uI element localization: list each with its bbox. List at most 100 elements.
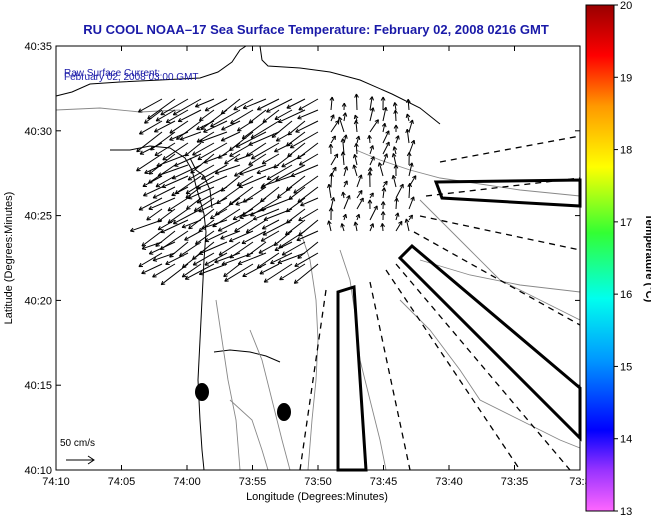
current-vector (256, 252, 280, 269)
current-vector (391, 174, 397, 188)
current-vector (353, 221, 359, 232)
current-vector (295, 120, 319, 133)
current-vector (198, 109, 215, 122)
colorbar-ticks: 20 19 18 17 16 15 14 13 (614, 0, 632, 518)
current-vector (279, 263, 306, 281)
current-vector (138, 252, 163, 268)
current-vector (146, 208, 163, 221)
current-vector (404, 218, 410, 232)
current-vector (340, 138, 346, 155)
current-vector (245, 219, 267, 234)
shore-detail (213, 349, 281, 363)
current-vector (184, 263, 215, 280)
current-vector (352, 164, 358, 177)
current-vector (408, 162, 414, 177)
current-vector (198, 219, 215, 233)
current-vector (380, 223, 385, 232)
current-vector (141, 241, 163, 250)
current-vector (165, 109, 189, 123)
current-vector (245, 142, 267, 157)
current-vector (184, 230, 202, 241)
current-vector (138, 197, 163, 211)
current-vector (277, 252, 306, 265)
current-vector (193, 197, 215, 212)
current-vector (382, 180, 388, 188)
current-vector (224, 153, 241, 165)
current-vector (393, 164, 399, 177)
current-vector (256, 98, 280, 111)
current-vector (200, 164, 228, 180)
current-vector (369, 145, 375, 155)
current-vector (160, 219, 189, 234)
x-tick-label: 73:50 (304, 476, 332, 488)
current-vector (239, 164, 267, 176)
x-tick-label: 74:10 (42, 476, 70, 488)
current-vector (353, 120, 359, 133)
current-vector (234, 219, 254, 233)
current-vector (382, 130, 390, 144)
current-vector (150, 131, 176, 151)
traffic-lane-boundary (413, 231, 581, 326)
shipping-channels (195, 135, 582, 472)
current-vector (179, 131, 202, 141)
colorbar-tick-label: 20 (620, 0, 632, 12)
current-vector (274, 241, 293, 252)
current-vector (395, 220, 403, 232)
current-vector (287, 142, 306, 158)
y-tick-label: 40:10 (24, 465, 52, 477)
current-vector (287, 120, 306, 136)
current-vector (155, 175, 176, 188)
current-vector (229, 131, 254, 151)
current-vector (152, 263, 176, 278)
current-vector (405, 113, 411, 122)
current-vector (382, 141, 390, 155)
current-vector (169, 241, 189, 258)
current-vector (340, 223, 345, 232)
current-vectors (129, 93, 417, 286)
current-vector (217, 219, 241, 232)
colorbar-tick-label: 16 (620, 289, 632, 301)
annotation-current-date: February 02, 2008 03:00 GMT (64, 72, 199, 83)
depth-contour (249, 329, 291, 471)
current-vector (143, 186, 163, 197)
current-vector (271, 120, 293, 138)
current-vector (188, 208, 215, 230)
current-vector (367, 135, 372, 144)
current-vector (329, 96, 335, 111)
chart-title: RU COOL NOAA–17 Sea Surface Temperature:… (83, 22, 549, 37)
current-vector (194, 98, 215, 108)
current-vector (393, 124, 399, 133)
current-vector (260, 230, 280, 242)
current-vector (199, 131, 228, 143)
current-vector (408, 214, 413, 221)
current-vector (198, 263, 228, 276)
current-vector (354, 143, 359, 155)
current-vector (235, 131, 267, 148)
current-vector (343, 180, 348, 188)
current-vector (356, 190, 363, 199)
colorbar-tick-label: 18 (620, 145, 632, 157)
current-vector (214, 197, 241, 216)
current-vector (298, 98, 319, 111)
traffic-lane-boundary (385, 269, 521, 471)
current-vector (220, 175, 241, 192)
current-vector (242, 186, 267, 203)
current-vector (174, 175, 202, 195)
depth-contour (215, 299, 241, 471)
depth-contour (419, 259, 581, 293)
current-vector (242, 263, 267, 278)
current-vector (250, 120, 280, 139)
current-vector (248, 131, 280, 146)
current-vector (144, 109, 163, 124)
current-vector (248, 153, 267, 166)
current-vector (286, 98, 306, 109)
current-vector (234, 164, 254, 177)
current-vector (380, 96, 386, 111)
current-vector (369, 96, 374, 111)
current-vector (369, 205, 378, 221)
current-vector (274, 109, 293, 120)
current-vector (246, 241, 267, 258)
current-vector (203, 120, 228, 133)
current-vector (229, 241, 254, 259)
current-vector (367, 171, 373, 188)
